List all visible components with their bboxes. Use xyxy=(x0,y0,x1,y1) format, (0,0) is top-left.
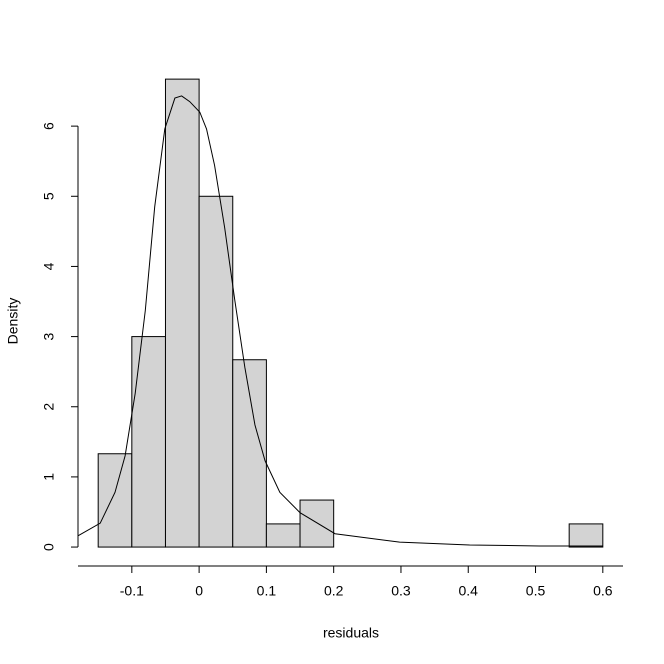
x-tick-label: 0 xyxy=(195,583,203,599)
x-tick-label: 0.5 xyxy=(526,583,546,599)
y-tick-label: 5 xyxy=(41,192,57,200)
x-tick-label: 0.4 xyxy=(459,583,479,599)
bar xyxy=(198,195,234,548)
bar xyxy=(568,523,604,548)
x-tick-label: 0.2 xyxy=(324,583,344,599)
x-tick-label: 0.6 xyxy=(593,583,613,599)
bar xyxy=(164,78,200,548)
y-tick-label: 1 xyxy=(41,473,57,481)
bar xyxy=(299,499,335,548)
y-tick-label: 0 xyxy=(41,543,57,551)
y-axis-label: Density xyxy=(5,298,21,345)
y-tick-label: 3 xyxy=(41,332,57,340)
bar xyxy=(131,336,166,548)
bar xyxy=(97,453,133,548)
x-tick-label: -0.1 xyxy=(120,583,144,599)
bar xyxy=(265,523,301,548)
x-axis-label: residuals xyxy=(323,625,379,641)
y-tick-label: 6 xyxy=(41,122,57,130)
x-tick-label: 0.3 xyxy=(391,583,411,599)
y-tick-label: 2 xyxy=(41,403,57,411)
bar xyxy=(232,359,267,548)
density-curve xyxy=(77,95,603,547)
y-tick-label: 4 xyxy=(41,262,57,270)
x-tick-label: 0.1 xyxy=(257,583,277,599)
